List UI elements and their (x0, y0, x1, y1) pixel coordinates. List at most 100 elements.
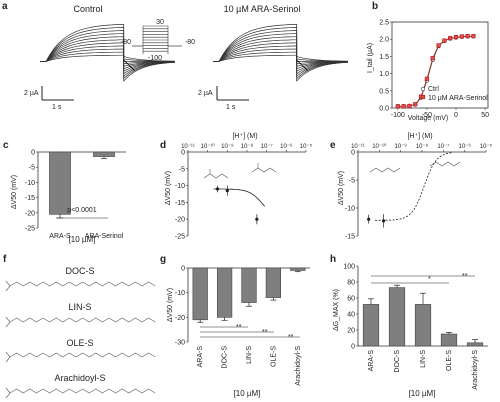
panel-h-sig-1: * (428, 276, 431, 283)
protocol-label-30: 30 (156, 19, 164, 26)
panel-e-ylabel: ΔV50 (mV) (338, 171, 345, 205)
x-category-label: ARA-S (197, 346, 204, 368)
fit-line (375, 152, 452, 221)
y-tick-label: 0 (31, 150, 35, 157)
y-tick-label: 1.5 (379, 54, 389, 61)
y-tick-label: -10 (175, 183, 185, 190)
x-tick-label: 10⁻¹¹ (351, 144, 365, 150)
panel-letter-a: a (2, 1, 8, 12)
x-category-label: Arachidoyl-S (295, 346, 302, 386)
panel-letter-f: f (3, 254, 7, 265)
panel-h-sig-2: ** (462, 273, 468, 280)
y-tick-label: 0 (181, 150, 185, 157)
x-tick-label: 10⁻⁹ (221, 143, 234, 150)
y-tick-label: 60 (347, 296, 355, 303)
y-tick-label: 0 (181, 266, 185, 273)
y-tick-label: -15 (175, 200, 185, 207)
x-category-label: OLE-S (270, 346, 277, 367)
x-category-label: DOC-S (222, 346, 229, 369)
legend-marker-ctrl (420, 86, 426, 92)
data-point (407, 103, 412, 108)
panel-b-legend-ctrl: Ctrl (428, 86, 439, 93)
data-point (382, 219, 386, 223)
panel-b-legend-drug: 10 µM ARA-Serinol (428, 95, 488, 102)
x-category-label: ARA-S (49, 233, 71, 240)
protocol-label-minus80-right: -80 (185, 39, 195, 46)
bar (216, 267, 233, 318)
molecule-sketch (369, 167, 401, 173)
x-category-label: ARA-Serinol (85, 233, 124, 240)
x-tick-label: 0 (454, 112, 458, 119)
y-tick-label: -25 (175, 234, 185, 241)
scale-current-label-drug: 2 µA (198, 90, 213, 97)
data-point (255, 217, 259, 221)
y-tick-label: -10 (175, 290, 185, 297)
molecule-chain (9, 388, 156, 394)
trace-arrow (296, 59, 308, 71)
y-tick-label: -25 (25, 226, 35, 233)
data-point (471, 34, 476, 39)
current-traces-control (40, 23, 176, 82)
protocol-label-minus80-left: -80 (121, 39, 131, 46)
bar (466, 342, 484, 347)
molecule-chain (9, 352, 156, 358)
x-tick-label: 10⁻¹⁰ (372, 143, 387, 150)
data-point (430, 56, 435, 61)
y-tick-label: -10 (345, 206, 355, 213)
molecule-headgroup (5, 316, 11, 328)
data-point (448, 36, 453, 41)
x-tick-label: 10⁻⁸ (241, 143, 254, 150)
data-point (401, 104, 406, 109)
molecule-headgroup (5, 387, 11, 399)
y-tick-label: 1.0 (379, 71, 389, 78)
y-tick-label: -5 (349, 178, 355, 185)
x-category-label: LIN-S (420, 350, 427, 368)
y-tick-label: 0.5 (379, 88, 389, 95)
y-tick-label: -20 (175, 315, 185, 322)
bar (93, 151, 115, 157)
x-tick-label: 10⁻⁵ (480, 143, 493, 150)
x-tick-label: 50 (481, 112, 489, 119)
current-trace (213, 54, 349, 62)
fit-line (221, 188, 266, 207)
panel-a-title-drug: 10 µM ARA-Serinol (224, 4, 301, 14)
panel-b-xlabel: Voltage (mV) (408, 115, 448, 122)
x-tick-label: -50 (422, 112, 432, 119)
x-category-label: OLE-S (446, 350, 453, 371)
panel-c-pvalue: p<0.0001 (67, 207, 96, 214)
bar (192, 267, 208, 321)
molecule-label-ole-s: OLE-S (66, 338, 93, 348)
bar (362, 304, 380, 347)
bar (414, 304, 432, 347)
y-tick-label: 80 (347, 280, 355, 287)
x-tick-label: 10⁻¹⁰ (201, 143, 216, 150)
chart-h: 0 20 40 60 80 100 ARA-S DOC-S LIN-S OLE-S Arachido… (343, 264, 488, 390)
bar (440, 333, 458, 347)
x-tick-label: 10⁻¹¹ (181, 144, 195, 150)
y-tick-label: 2.0 (379, 37, 389, 44)
panel-d-ylabel: ΔV50 (mV) (165, 171, 172, 205)
data-point (367, 217, 371, 221)
current-traces-drug (213, 23, 349, 82)
y-tick-label: 0 (351, 344, 355, 351)
data-point (225, 189, 229, 193)
y-tick-label: 20 (347, 328, 355, 335)
y-tick-label: 40 (347, 312, 355, 319)
panel-letter-b: b (372, 1, 378, 12)
data-point (424, 76, 429, 81)
panel-h-xfooter: [10 µM] (409, 389, 436, 398)
legend-marker-drug (420, 94, 426, 100)
x-category-label: ARA-S (368, 350, 375, 372)
panel-g-sig-2: ** (262, 329, 268, 336)
x-tick-label: 10⁻⁷ (437, 143, 449, 150)
panel-d-top-label: [H⁺] (M) (232, 133, 257, 140)
y-tick-label: -5 (29, 165, 35, 172)
panel-letter-e: e (330, 140, 336, 151)
bar (388, 287, 406, 347)
current-trace (213, 33, 349, 75)
y-tick-label: -20 (25, 210, 35, 217)
x-tick-label: -100 (391, 112, 405, 119)
y-tick-label: -10 (25, 180, 35, 187)
y-tick-label: -15 (25, 195, 35, 202)
